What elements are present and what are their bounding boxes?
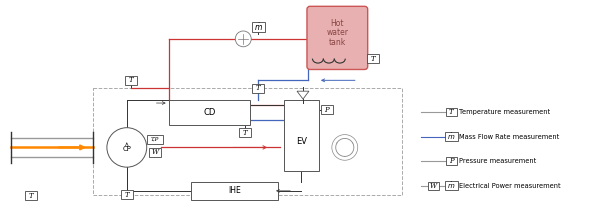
Text: EV: EV bbox=[296, 137, 307, 146]
Text: IHE: IHE bbox=[228, 186, 241, 195]
Text: $\dot{m}$: $\dot{m}$ bbox=[447, 181, 455, 191]
Text: Electrical Power measurement: Electrical Power measurement bbox=[459, 183, 561, 189]
FancyBboxPatch shape bbox=[428, 182, 439, 190]
FancyBboxPatch shape bbox=[25, 191, 37, 200]
Text: Hot: Hot bbox=[331, 19, 344, 28]
FancyBboxPatch shape bbox=[445, 181, 458, 190]
Text: P: P bbox=[449, 157, 454, 165]
FancyBboxPatch shape bbox=[239, 128, 251, 137]
Bar bbox=[284, 100, 319, 171]
FancyBboxPatch shape bbox=[321, 105, 333, 114]
FancyBboxPatch shape bbox=[446, 108, 457, 116]
Text: T: T bbox=[124, 191, 129, 199]
Bar bbox=[169, 100, 250, 125]
FancyBboxPatch shape bbox=[252, 22, 265, 32]
Text: tank: tank bbox=[329, 38, 346, 47]
FancyBboxPatch shape bbox=[149, 148, 161, 157]
Bar bbox=[191, 182, 278, 200]
FancyBboxPatch shape bbox=[445, 132, 458, 141]
Text: P: P bbox=[325, 106, 329, 114]
FancyBboxPatch shape bbox=[367, 54, 379, 63]
Text: T: T bbox=[243, 129, 248, 137]
Text: Mass Flow Rate measurement: Mass Flow Rate measurement bbox=[459, 134, 560, 140]
Text: W: W bbox=[430, 182, 437, 190]
Text: $\dot{m}$: $\dot{m}$ bbox=[447, 131, 455, 142]
Text: T: T bbox=[29, 192, 34, 200]
Circle shape bbox=[107, 128, 147, 167]
FancyBboxPatch shape bbox=[307, 6, 368, 70]
FancyBboxPatch shape bbox=[147, 135, 163, 144]
Text: W: W bbox=[151, 148, 158, 156]
Text: T: T bbox=[449, 108, 454, 116]
Text: CD: CD bbox=[203, 108, 215, 117]
Text: Pressure measurement: Pressure measurement bbox=[459, 158, 536, 164]
FancyBboxPatch shape bbox=[121, 190, 133, 199]
FancyBboxPatch shape bbox=[446, 157, 457, 165]
Text: water: water bbox=[326, 29, 349, 37]
Text: T: T bbox=[256, 84, 260, 92]
Text: T: T bbox=[128, 76, 133, 84]
Text: T,P: T,P bbox=[151, 137, 159, 142]
Text: $\dot{m}$: $\dot{m}$ bbox=[254, 21, 263, 33]
FancyBboxPatch shape bbox=[125, 76, 137, 85]
Text: T: T bbox=[370, 55, 375, 63]
FancyBboxPatch shape bbox=[252, 84, 264, 93]
Text: Temperature measurement: Temperature measurement bbox=[459, 109, 550, 115]
Circle shape bbox=[235, 31, 251, 47]
Text: CP: CP bbox=[122, 146, 131, 152]
Polygon shape bbox=[297, 91, 309, 99]
